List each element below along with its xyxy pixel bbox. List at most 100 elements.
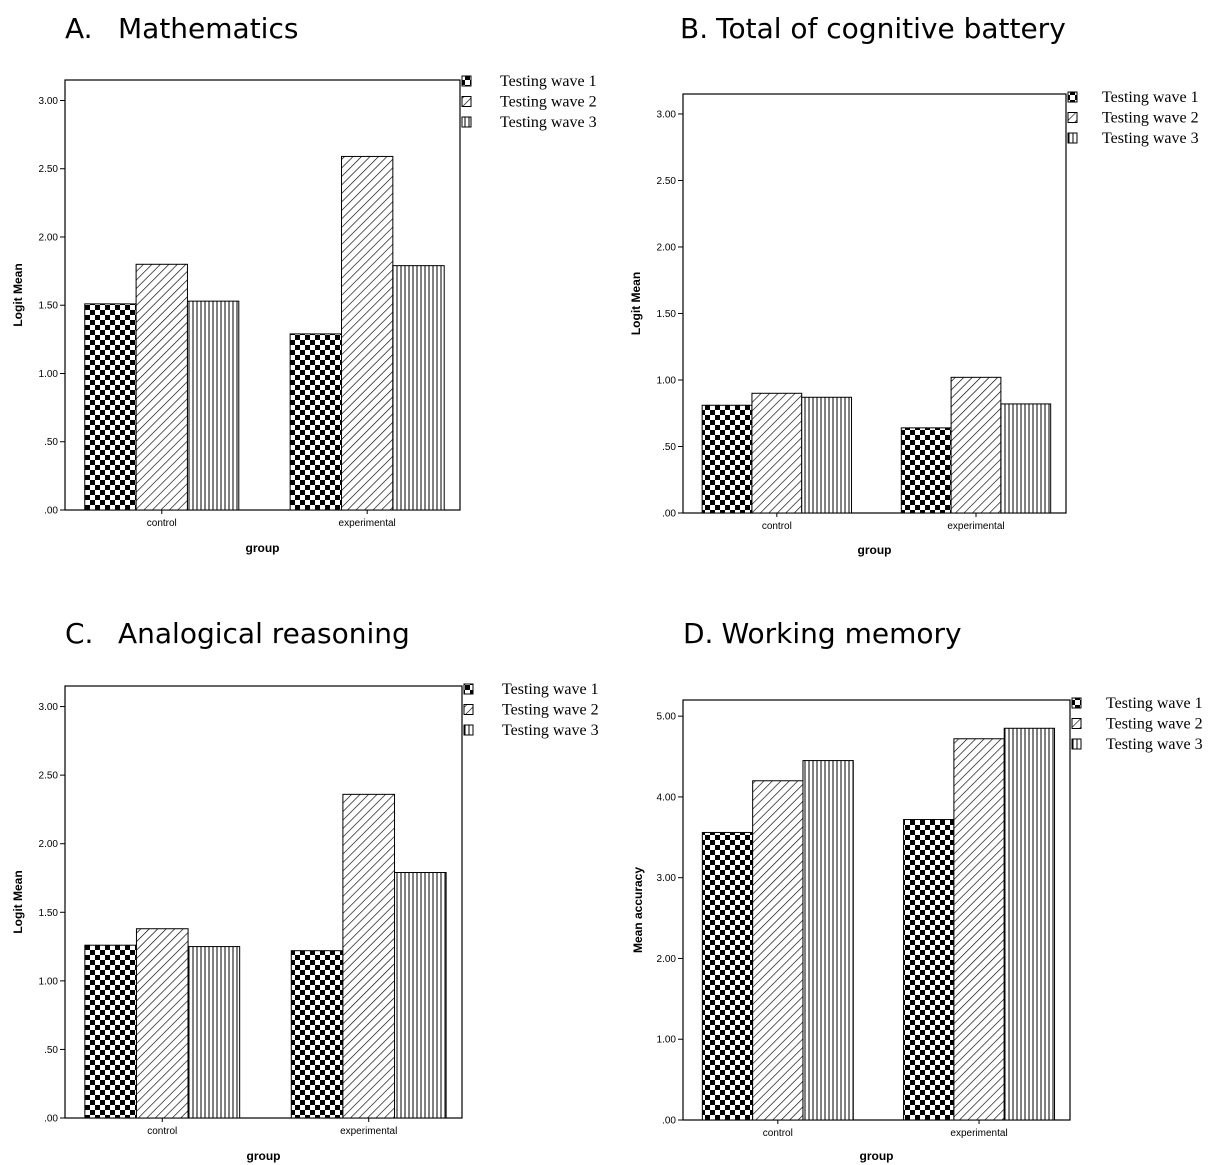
y-tick-label: 3.00 [657,873,677,884]
y-tick-label: 2.50 [657,176,677,187]
legend-swatch [1071,697,1082,709]
legend-label: Testing wave 2 [1106,716,1203,733]
y-tick-label: 1.00 [39,976,59,987]
y-axis-title: Mean accuracy [631,867,645,953]
bar [290,950,344,1119]
legend-swatch [1067,91,1078,103]
x-axis-title: group [246,541,280,555]
legend-label: Testing wave 2 [500,94,597,111]
panel-letter: B. [680,12,708,45]
panel-title-text: Total of cognitive battery [715,12,1066,45]
legend-swatch [461,96,472,107]
bar [801,396,853,514]
plot-frame [682,93,1067,514]
bar [752,780,804,1121]
y-tick-label: 5.00 [657,712,677,723]
bar [84,303,137,511]
chart-panel: B. Total of cognitive battery .00 .50 1.00 1.… [629,12,1199,557]
x-axis-title: group [860,1149,894,1163]
bar [1003,727,1056,1121]
y-tick-label: .00 [662,509,676,520]
bar [950,376,1002,514]
legend-swatch [461,75,472,87]
chart-panels: A. Mathematics .00 .50 1.00 1.50 2.00 2.50 3.00 L… [11,12,1203,1163]
panel-title-text: Working memory [721,617,961,650]
legend-label: Testing wave 3 [502,722,599,739]
legend-swatch [463,724,474,736]
bar [187,946,241,1119]
legend: Testing wave 1 Testing wave 2 Testing wave… [1071,695,1203,753]
y-tick-label: 2.50 [39,164,59,175]
y-axis-title: Logit Mean [629,272,643,335]
bar [1000,403,1052,514]
y-tick-label: 3.00 [657,109,677,120]
y-tick-label: 1.00 [657,1035,677,1046]
panel-letter: A. [65,12,93,45]
y-tick-label: 4.00 [657,792,677,803]
y-tick-label: 1.50 [657,309,677,320]
y-tick-label: 2.50 [39,771,59,782]
x-tick-label: experimental [950,1128,1007,1139]
plot-frame [64,685,463,1119]
x-axis-title: group [858,543,892,557]
bar [392,265,445,511]
bar [802,760,854,1121]
chart-panel: D. Working memory .00 1.00 2.00 3.00 4.00 5.00 M… [631,617,1203,1163]
y-tick-label: 1.00 [657,375,677,386]
x-tick-label: experimental [947,521,1004,532]
legend-swatch [1071,718,1082,729]
x-tick-label: experimental [340,1126,397,1137]
bar [394,872,447,1119]
bar [186,300,240,511]
legend-swatch [463,683,474,695]
y-tick-label: .00 [44,1114,58,1125]
y-tick-label: .50 [44,437,58,448]
x-axis-title: group [247,1149,281,1163]
bar [342,793,396,1119]
chart-title: B. Total of cognitive battery [680,12,1066,45]
y-tick-label: .00 [44,506,58,517]
x-tick-label: control [763,1128,793,1139]
bar [900,427,952,514]
y-axis-title: Logit Mean [11,870,25,933]
y-axis-title: Logit Mean [11,263,25,326]
y-tick-label: .50 [44,1045,58,1056]
bar [135,263,188,511]
legend-swatch [1071,738,1082,750]
chart-title: A. Mathematics [65,12,298,45]
legend-label: Testing wave 1 [1102,89,1199,106]
bar [751,392,803,514]
plot-frame [682,699,1071,1121]
y-tick-label: 1.50 [39,908,59,919]
y-tick-label: 3.00 [39,702,59,713]
x-tick-label: control [147,1126,177,1137]
legend-label: Testing wave 3 [500,114,597,131]
legend-label: Testing wave 3 [1102,130,1199,147]
legend-label: Testing wave 2 [1102,110,1199,127]
legend: Testing wave 1 Testing wave 2 Testing wave… [461,73,597,131]
chart-panel: C. Analogical reasoning .00 .50 1.00 1.50 2.00… [11,617,599,1163]
legend-swatch [463,704,474,715]
x-tick-label: control [147,518,177,529]
y-tick-label: 3.00 [39,96,59,107]
plot-frame [64,79,461,511]
legend-label: Testing wave 1 [1106,695,1203,712]
legend-swatch [1067,112,1078,123]
panel-letter: D. [683,617,713,650]
panel-title-text: Analogical reasoning [118,617,410,650]
bar [135,928,189,1119]
legend-label: Testing wave 1 [500,73,597,90]
panel-letter: C. [65,617,93,650]
y-tick-label: .50 [662,442,676,453]
y-tick-label: 2.00 [39,232,59,243]
bar [903,819,955,1121]
bar [289,333,342,511]
x-tick-label: experimental [339,518,396,529]
legend: Testing wave 1 Testing wave 2 Testing wave… [463,681,599,739]
bar [953,738,1005,1121]
legend-swatch [1067,132,1078,144]
bar [341,155,394,511]
legend-swatch [461,116,472,128]
y-tick-label: .00 [662,1116,676,1127]
